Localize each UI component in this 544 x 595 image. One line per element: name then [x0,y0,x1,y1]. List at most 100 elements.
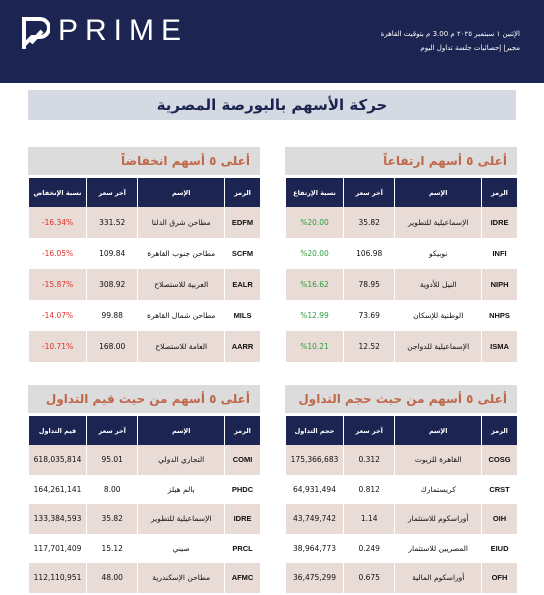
table-cell: كريستمارك [394,474,482,504]
table-row: ISMA الإسماعيلية للدواجن 12.52 %10.21 [284,331,517,362]
table-cell: PRCL [224,533,260,563]
table-cell: أوراسكوم المالية [394,563,482,593]
brand: PRIME [58,14,189,47]
header-row: الرمز الإسم آخر سعر نسبة الإنخفاض [27,178,260,207]
table-cell: العامة للاستصلاح [137,331,225,362]
column-header: نسبة الإرتفاع [284,178,344,207]
table-title: أعلى ٥ أسهم من حيث حجم التداول [285,385,517,413]
table-cell: أوراسكوم للاستثمار [394,504,482,534]
table-cell: العربية للاستصلاح [137,269,225,300]
table-block: أعلى ٥ أسهم ارتفاعاً الرمز الإسم آخر سعر نسب… [284,147,517,362]
table-cell: %20.00 [284,207,344,238]
column-header: قيم التداول [27,416,87,445]
table-cell: COMI [224,445,260,475]
table-cell: 164,261,141 [27,474,87,504]
table-row: EIUD المصريين للاستثمار 0.249 38,964,773 [284,533,517,563]
table-cell: صيني [137,533,225,563]
table-cell: 12.52 [343,331,395,362]
table-row: EALR العربية للاستصلاح 308.92 -15.87% [27,269,260,300]
table-cell: %12.99 [284,300,344,331]
table-cell: 64,931,494 [284,474,344,504]
table-cell: INFI [481,238,517,269]
column-header: حجم التداول [284,416,344,445]
table-cell: 308.92 [86,269,138,300]
table-cell: %16.62 [284,269,344,300]
column-header: الرمز [481,178,517,207]
table-cell: 117,701,409 [27,533,87,563]
table-cell: القاهرة للزيوت [394,445,482,475]
table-cell: 331.52 [86,207,138,238]
table-row: COMI التجاري الدولي 95.01 618,035,814 [27,445,260,475]
table-row: NIPH النيل للأدوية 78.95 %16.62 [284,269,517,300]
column-header: الإسم [137,416,225,445]
table-cell: مطاحن شمال القاهرة [137,300,225,331]
table-cell: AFMC [224,563,260,593]
page-title: حركة الأسهم بالبورصة المصرية [28,90,516,120]
data-table: الرمز الإسم آخر سعر قيم التداول COMI التجاري … [27,416,260,593]
table-cell: -15.87% [27,269,87,300]
table-row: AARR العامة للاستصلاح 168.00 -10.71% [27,331,260,362]
table-cell: -16.34% [27,207,87,238]
table-cell: 133,384,593 [27,504,87,534]
table-row: CRST كريستمارك 0.812 64,931,494 [284,474,517,504]
table-cell: IDRE [481,207,517,238]
header-row: الرمز الإسم آخر سعر حجم التداول [284,416,517,445]
table-cell: 106.98 [343,238,395,269]
table-cell: 48.00 [86,563,138,593]
table-cell: NHPS [481,300,517,331]
table-cell: الوطنية للإسكان [394,300,482,331]
table-cell: NIPH [481,269,517,300]
table-cell: الإسماعيلية للتطوير [394,207,482,238]
table-cell: EALR [224,269,260,300]
table-cell: 109.84 [86,238,138,269]
column-header: الرمز [224,178,260,207]
table-cell: AARR [224,331,260,362]
column-header: نسبة الإنخفاض [27,178,87,207]
table-row: INFI نوبيكو 106.98 %20.00 [284,238,517,269]
date-line: الإثنين ١ سبتمبر ٢٠٢٥ م 3.00 م بتوقيت ال… [380,30,520,38]
table-row: MILS مطاحن شمال القاهرة 99.88 -14.07% [27,300,260,331]
table-cell: بالم هيلز [137,474,225,504]
table-cell: OFH [481,563,517,593]
table-cell: CRST [481,474,517,504]
table-cell: -10.71% [27,331,87,362]
table-row: SCFM مطاحن جنوب القاهرة 109.84 -16.05% [27,238,260,269]
subtitle-line: مجير| إحصائيات جلسة تداول اليوم [420,44,520,52]
table-cell: -16.05% [27,238,87,269]
column-header: الرمز [224,416,260,445]
table-cell: 0.312 [343,445,395,475]
table-block: أعلى ٥ أسهم من حيث حجم التداول الرمز الإسم… [284,385,517,593]
table-row: IDRE الإسماعيلية للتطوير 35.82 %20.00 [284,207,517,238]
table-cell: 78.95 [343,269,395,300]
table-cell: %20.00 [284,238,344,269]
table-row: OFH أوراسكوم المالية 0.675 36,475,299 [284,563,517,593]
table-cell: OIH [481,504,517,534]
table-row: AFMC مطاحن الإسكندرية 48.00 112,110,951 [27,563,260,593]
table-cell: EDFM [224,207,260,238]
header-row: الرمز الإسم آخر سعر قيم التداول [27,416,260,445]
table-cell: EIUD [481,533,517,563]
table-title: أعلى ٥ أسهم انخفاضاً [28,147,260,175]
table-cell: 38,964,773 [284,533,344,563]
data-table: الرمز الإسم آخر سعر حجم التداول COSG القاهرة … [284,416,517,593]
table-cell: PHDC [224,474,260,504]
logo-icon [22,17,50,49]
table-cell: مطاحن جنوب القاهرة [137,238,225,269]
table-title: أعلى ٥ أسهم ارتفاعاً [285,147,517,175]
table-cell: 0.675 [343,563,395,593]
table-cell: مطاحن الإسكندرية [137,563,225,593]
table-cell: 95.01 [86,445,138,475]
data-table: الرمز الإسم آخر سعر نسبة الإنخفاض EDFM مطاحن … [27,178,260,362]
table-cell: نوبيكو [394,238,482,269]
table-cell: SCFM [224,238,260,269]
column-header: آخر سعر [86,178,138,207]
table-cell: 8.00 [86,474,138,504]
table-cell: الإسماعيلية للتطوير [137,504,225,534]
column-header: الإسم [394,416,482,445]
header-bar: PRIME الإثنين ١ سبتمبر ٢٠٢٥ م 3.00 م بتو… [0,0,544,83]
table-cell: 99.88 [86,300,138,331]
column-header: آخر سعر [86,416,138,445]
table-cell: 35.82 [86,504,138,534]
column-header: الإسم [394,178,482,207]
